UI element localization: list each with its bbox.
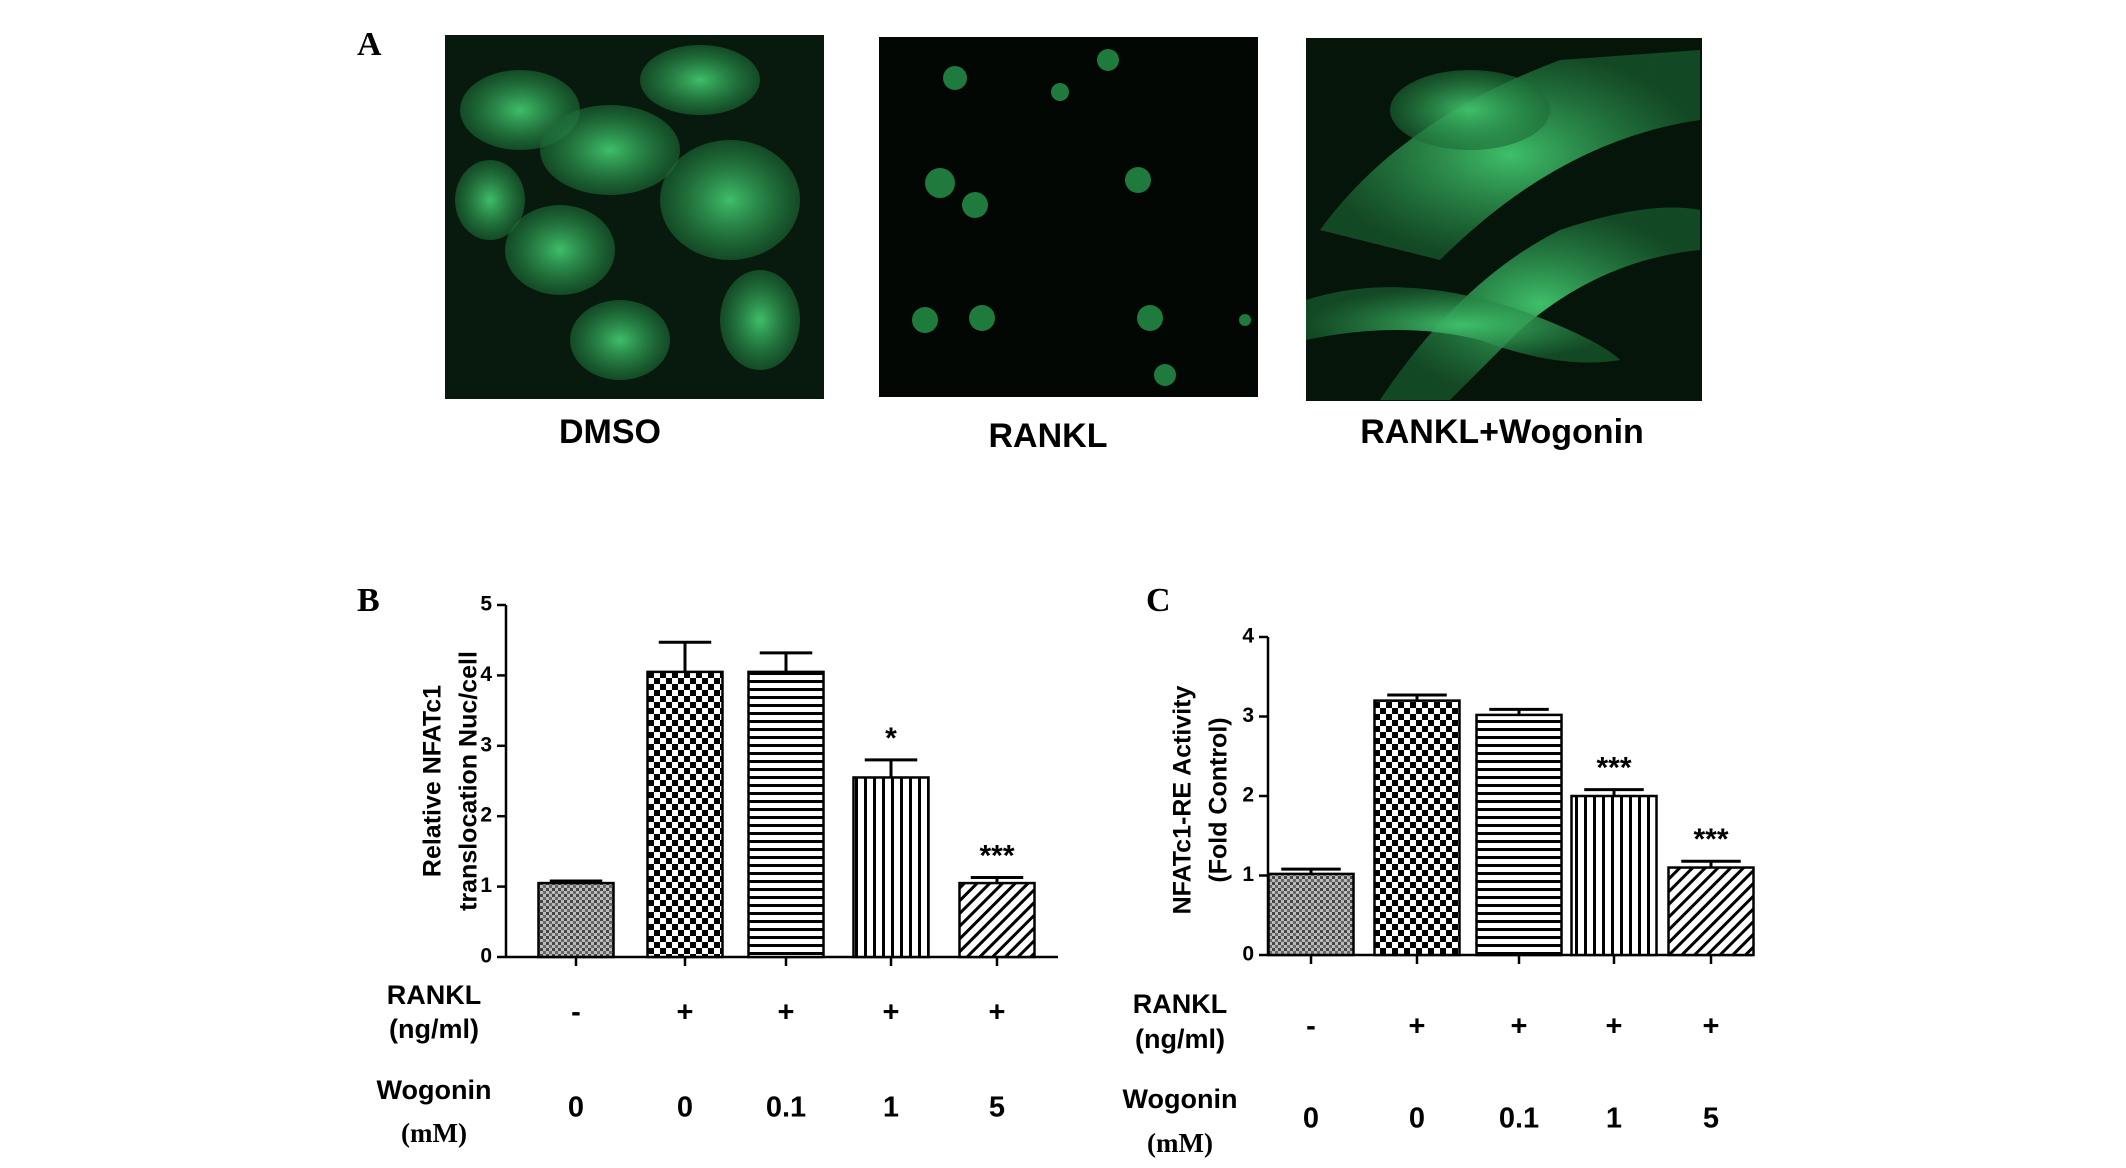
bar xyxy=(1667,866,1755,957)
y-tick-label: 4 xyxy=(1242,625,1254,648)
row-value: 5 xyxy=(1703,1103,1719,1135)
bar xyxy=(1475,713,1563,957)
y-tick-label: 0 xyxy=(480,945,492,968)
significance-label: * xyxy=(885,722,897,755)
row-value: 0.1 xyxy=(766,1092,806,1124)
bar xyxy=(646,670,724,959)
micrograph xyxy=(879,37,1258,397)
row-label: (ng/ml) xyxy=(389,1014,479,1044)
row-value: 0.1 xyxy=(1499,1103,1539,1135)
y-axis-label: translocation Nuc/cell xyxy=(455,651,483,911)
row-value: 5 xyxy=(989,1092,1005,1124)
row-value: + xyxy=(883,997,900,1029)
y-tick-label: 4 xyxy=(480,663,492,686)
panel-label: B xyxy=(357,582,380,619)
y-tick-label: 1 xyxy=(480,874,492,897)
significance-label: *** xyxy=(1693,823,1728,856)
row-label: (mM) xyxy=(401,1118,467,1148)
row-value: + xyxy=(1606,1011,1623,1043)
row-label: RANKL xyxy=(1133,989,1228,1019)
bar xyxy=(1570,794,1658,957)
y-tick-label: 0 xyxy=(1242,943,1254,966)
error-bar xyxy=(658,640,712,672)
bar xyxy=(747,670,825,959)
row-value: 1 xyxy=(1606,1103,1622,1135)
image-caption: RANKL+Wogonin xyxy=(1360,413,1644,451)
error-bar xyxy=(759,651,813,672)
row-value: + xyxy=(677,997,694,1029)
y-axis-label: Relative NFATc1 xyxy=(419,685,447,877)
significance-label: *** xyxy=(979,839,1014,872)
y-tick-label: 3 xyxy=(1242,704,1254,727)
bar xyxy=(1267,872,1355,957)
panel-label: A xyxy=(357,26,382,63)
row-value: 0 xyxy=(1409,1103,1425,1135)
y-tick-label: 2 xyxy=(1242,784,1254,807)
bar xyxy=(1373,699,1461,957)
panel-label: C xyxy=(1146,582,1171,619)
micrograph xyxy=(445,35,824,399)
row-label: Wogonin xyxy=(377,1075,492,1105)
y-axis-label: NFATc1-RE Activity xyxy=(1169,686,1197,915)
row-value: + xyxy=(989,997,1006,1029)
image-caption: RANKL xyxy=(989,417,1108,455)
row-label: Wogonin xyxy=(1123,1084,1238,1114)
row-label: (ng/ml) xyxy=(1135,1024,1225,1054)
row-value: + xyxy=(778,997,795,1029)
y-axis-label: (Fold Control) xyxy=(1205,717,1233,882)
row-value: 0 xyxy=(568,1092,584,1124)
row-label: RANKL xyxy=(387,980,482,1010)
image-caption: DMSO xyxy=(559,413,661,451)
row-value: + xyxy=(1511,1011,1528,1043)
row-value: 0 xyxy=(677,1092,693,1124)
y-tick-label: 1 xyxy=(1242,863,1254,886)
micrograph xyxy=(1306,38,1702,401)
row-label: (mM) xyxy=(1147,1128,1213,1158)
row-value: 1 xyxy=(883,1092,899,1124)
row-value: 0 xyxy=(1303,1103,1319,1135)
y-tick-label: 5 xyxy=(480,593,492,616)
bar xyxy=(852,776,930,959)
significance-label: *** xyxy=(1596,752,1631,785)
row-value: + xyxy=(1703,1011,1720,1043)
bar xyxy=(537,881,615,959)
y-tick-label: 2 xyxy=(480,804,492,827)
row-value: + xyxy=(1409,1011,1426,1043)
y-tick-label: 3 xyxy=(480,733,492,756)
error-bar xyxy=(864,758,918,778)
row-value: - xyxy=(1306,1011,1316,1043)
row-value: - xyxy=(571,997,581,1029)
bar xyxy=(958,881,1036,959)
